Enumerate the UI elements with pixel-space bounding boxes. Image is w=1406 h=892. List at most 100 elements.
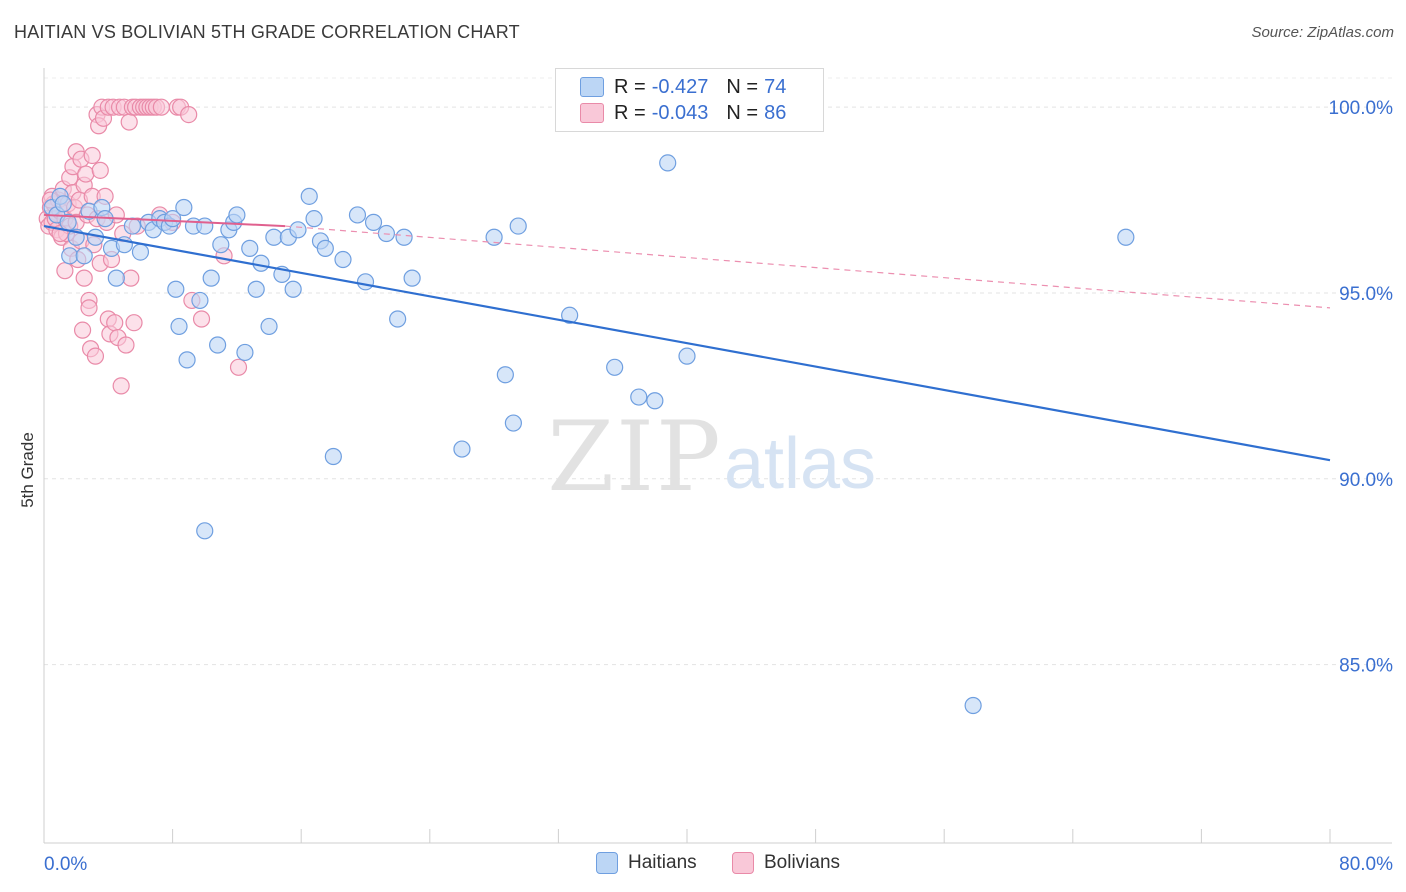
watermark-atlas: atlas — [724, 424, 876, 504]
legend-r-value: -0.427 — [651, 75, 709, 98]
legend-item-bolivians[interactable]: Bolivians — [732, 852, 840, 874]
bolivian-point — [152, 98, 170, 116]
legend-swatch-haitians — [580, 77, 604, 97]
haitian-point — [324, 447, 342, 466]
legend-swatch-bolivians — [580, 103, 604, 123]
legend-n-value: 86 — [764, 101, 787, 124]
watermark: ZIP atlas — [547, 401, 876, 513]
haitian-point — [247, 280, 265, 298]
haitian-point — [403, 269, 421, 287]
haitian-point — [659, 154, 677, 172]
haitian-point — [964, 696, 982, 715]
haitian-point — [167, 280, 185, 298]
haitian-point — [178, 351, 196, 369]
haitian-point — [453, 440, 471, 458]
haitian-point — [334, 250, 352, 269]
haitian-point — [305, 210, 323, 228]
haitian-point — [241, 239, 259, 257]
y-tick-label: 100.0% — [1329, 98, 1394, 119]
haitian-point — [630, 388, 648, 406]
legend-swatch-bolivians — [732, 852, 754, 874]
bolivian-point — [122, 269, 140, 287]
haitian-point — [164, 210, 182, 228]
haitian-point — [284, 280, 302, 298]
watermark-zip: ZIP — [547, 401, 722, 513]
legend-swatch-haitians — [596, 852, 618, 874]
haitian-point — [228, 206, 246, 224]
y-tick-label: 90.0% — [1339, 470, 1393, 491]
tick-labels: 100.0% 95.0% 90.0% 85.0% 0.0% 80.0% — [44, 98, 1393, 875]
x-tick-label: 0.0% — [44, 854, 87, 875]
haitian-point — [356, 273, 375, 291]
haitian-point — [1117, 228, 1135, 246]
bolivian-point — [229, 358, 248, 376]
x-tick-label: 80.0% — [1339, 854, 1393, 875]
bolivian-point — [83, 146, 101, 165]
haitian-point — [389, 310, 407, 328]
haitian-point — [175, 198, 193, 217]
haitian-point — [485, 228, 503, 246]
bolivian-point — [112, 377, 130, 395]
haitian-point — [236, 343, 254, 362]
legend-n-label: N = — [726, 75, 759, 98]
haitian-point — [395, 228, 413, 246]
haitian-point — [265, 228, 283, 246]
haitian-point — [209, 336, 227, 354]
series-legend: Haitians Bolivians — [0, 852, 1406, 878]
bolivian-point — [106, 314, 124, 332]
legend-row-haitians: R = -0.427 N = 74 — [580, 74, 786, 100]
bolivian-point — [120, 113, 138, 131]
haitian-point — [348, 206, 367, 224]
haitian-point — [316, 239, 334, 257]
haitian-point — [191, 291, 209, 310]
series-haitians — [43, 98, 1135, 715]
chart-title: HAITIAN VS BOLIVIAN 5TH GRADE CORRELATIO… — [14, 22, 520, 42]
legend-r-value: -0.043 — [651, 101, 709, 124]
bolivian-point — [180, 105, 198, 124]
bolivian-point — [117, 336, 135, 354]
bolivian-point — [91, 161, 109, 179]
haitian-point — [170, 317, 188, 336]
haitian-point — [75, 247, 93, 265]
bolivians-trend-line — [43, 213, 286, 228]
haitian-point — [196, 217, 214, 235]
legend-label-haitians: Haitians — [628, 852, 697, 873]
haitian-point — [561, 306, 579, 324]
bolivian-point — [73, 321, 92, 339]
haitian-point — [252, 254, 270, 272]
haitian-point — [202, 269, 220, 287]
bolivian-point — [80, 299, 98, 317]
bolivians-trend-extension — [285, 225, 1331, 309]
haitian-point — [678, 347, 696, 365]
bolivian-point — [56, 262, 74, 280]
legend-r-label: R = — [614, 75, 646, 98]
legend-n-value: 74 — [764, 75, 787, 98]
source-label: Source: ZipAtlas.com — [1251, 24, 1394, 41]
legend-label-bolivians: Bolivians — [764, 852, 841, 873]
haitian-point — [54, 195, 72, 213]
haitian-point — [300, 187, 318, 205]
haitians-trend-line — [43, 225, 1331, 462]
haitian-point — [289, 221, 307, 239]
haitian-point — [123, 217, 142, 235]
trend-lines — [43, 213, 1331, 462]
legend-r-label: R = — [614, 101, 646, 124]
legend-n-label: N = — [726, 101, 759, 124]
haitian-point — [606, 358, 624, 376]
haitian-point — [496, 366, 514, 384]
haitian-point — [107, 269, 125, 287]
bolivian-point — [192, 310, 211, 328]
bolivian-point — [125, 314, 143, 332]
bolivian-point — [77, 165, 95, 183]
haitian-point — [504, 414, 522, 432]
haitian-point — [61, 247, 79, 265]
y-tick-label: 95.0% — [1339, 284, 1393, 305]
haitian-point — [646, 392, 664, 410]
haitian-point — [364, 213, 383, 231]
haitian-point — [212, 236, 230, 254]
legend-item-haitians[interactable]: Haitians — [596, 852, 697, 874]
legend-row-bolivians: R = -0.043 N = 86 — [580, 100, 786, 126]
bolivian-point — [75, 269, 93, 287]
grid-lines — [44, 77, 1392, 666]
